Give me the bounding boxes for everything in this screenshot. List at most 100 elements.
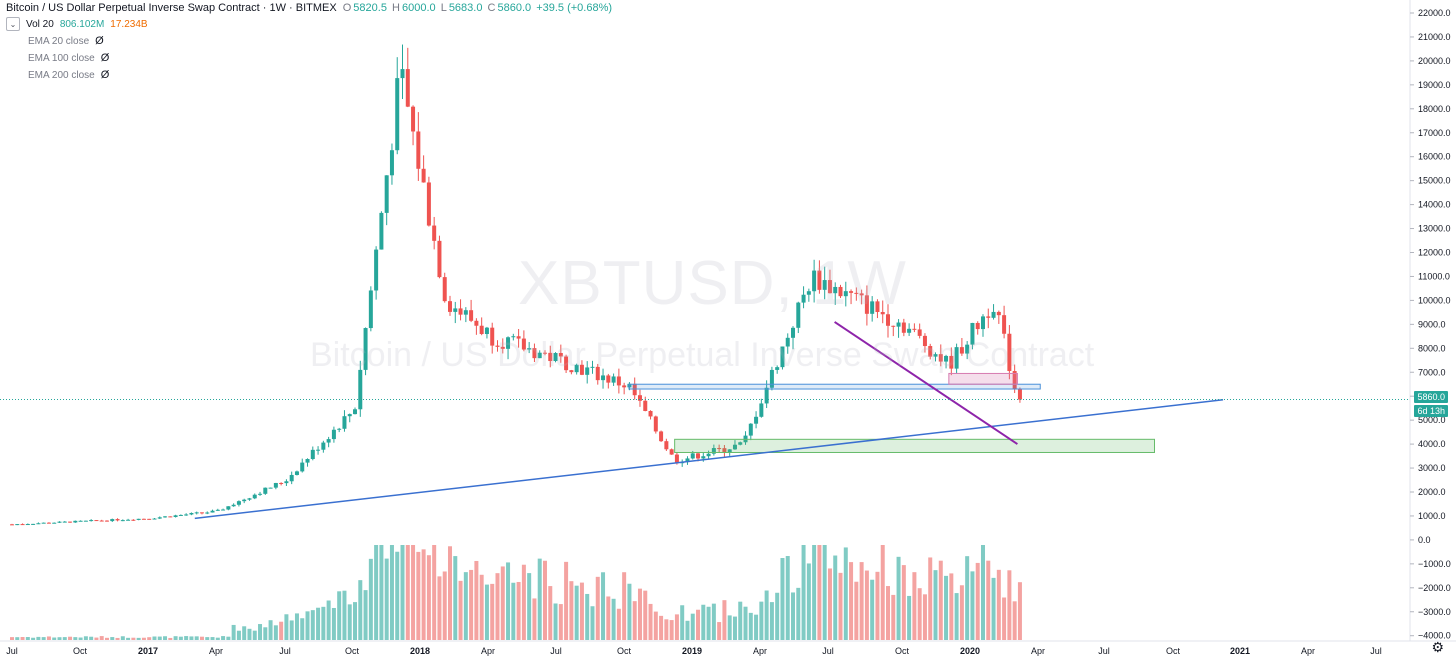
- volume-bar: [342, 590, 347, 640]
- hidden-eye-icon[interactable]: Ø: [95, 35, 104, 47]
- candle-body: [247, 498, 252, 500]
- candle-body: [437, 240, 442, 278]
- volume-bar: [389, 545, 394, 640]
- candle-body: [648, 410, 653, 417]
- candle-body: [833, 286, 838, 294]
- y-tick-label: 14000.0: [1418, 200, 1451, 210]
- volume-bar: [891, 594, 896, 640]
- volume-bar: [104, 637, 109, 640]
- volume-bar: [622, 572, 627, 640]
- x-tick-label: 2019: [682, 646, 702, 656]
- candle-body: [326, 439, 331, 443]
- volume-bar: [791, 592, 796, 640]
- volume-bar: [1007, 570, 1012, 640]
- volume-bar: [970, 571, 975, 640]
- volume-bar: [701, 604, 706, 640]
- volume-bar: [363, 590, 368, 640]
- candle-body: [711, 448, 716, 454]
- candle-body: [732, 444, 737, 450]
- volume-bar: [706, 606, 711, 640]
- volume-bar: [896, 556, 901, 640]
- volume-bar: [126, 637, 131, 640]
- ema20-row[interactable]: EMA 20 close Ø: [28, 34, 104, 48]
- x-tick-label: Jul: [1370, 646, 1382, 656]
- volume-bar: [606, 596, 611, 640]
- y-tick-label: −2000.0: [1418, 583, 1451, 593]
- candle-body: [521, 338, 526, 350]
- downtrend-line[interactable]: [834, 321, 1018, 445]
- volume-bar: [627, 583, 632, 640]
- ema100-label: EMA 100 close: [28, 52, 95, 64]
- volume-bar: [849, 562, 854, 640]
- candle-body: [822, 280, 827, 290]
- candle-body: [474, 320, 479, 326]
- candle-body: [511, 336, 516, 338]
- candle-body: [495, 345, 500, 347]
- volume-bar: [717, 622, 722, 640]
- volume-bar: [25, 637, 30, 640]
- volume-bar: [590, 606, 595, 640]
- candle-body: [843, 291, 848, 297]
- volume-bar: [448, 546, 453, 640]
- candle-body: [991, 311, 996, 318]
- volume-bar: [585, 593, 590, 640]
- ema200-row[interactable]: EMA 200 close Ø: [28, 68, 109, 82]
- volume-bar: [115, 637, 120, 640]
- volume-bar: [326, 600, 331, 640]
- candle-body: [20, 524, 25, 526]
- volume-bar: [300, 618, 305, 640]
- volume-bar: [199, 636, 204, 640]
- candle-body: [579, 364, 584, 375]
- volume-bar: [674, 614, 679, 640]
- volume-bar: [490, 583, 495, 640]
- candle-body: [806, 291, 811, 295]
- candle-body: [548, 352, 553, 362]
- candle-body: [331, 429, 336, 440]
- volume-bar: [263, 627, 268, 640]
- volume-bar: [806, 563, 811, 640]
- candle-body: [564, 356, 569, 371]
- volume-bar: [168, 637, 173, 640]
- candle-body: [601, 375, 606, 381]
- pink-zone[interactable]: [948, 372, 1018, 385]
- y-tick-label: 4000.0: [1418, 439, 1446, 449]
- volume-bar: [437, 576, 442, 640]
- candle-body: [57, 521, 62, 523]
- candle-body: [442, 277, 447, 302]
- hidden-eye-icon[interactable]: Ø: [100, 69, 110, 81]
- candle-body: [780, 346, 785, 368]
- high-value: 6000.0: [401, 2, 436, 14]
- candle-body: [996, 311, 1001, 316]
- ema100-row[interactable]: EMA 100 close Ø: [28, 51, 109, 65]
- volume-indicator-row[interactable]: ⌄ Vol 20 806.102M 17.234B: [6, 17, 148, 31]
- gear-icon[interactable]: ⚙: [1431, 639, 1444, 655]
- y-tick-label: 1000.0: [1418, 511, 1446, 521]
- volume-bar: [780, 558, 785, 640]
- resistance-zone[interactable]: [628, 383, 1041, 390]
- chart-title[interactable]: Bitcoin / US Dollar Perpetual Inverse Sw…: [6, 2, 337, 14]
- candle-body: [928, 346, 933, 357]
- collapse-indicators-button[interactable]: ⌄: [6, 17, 20, 31]
- volume-bar: [574, 585, 579, 640]
- volume-bar: [912, 572, 917, 640]
- candle-body: [738, 442, 743, 445]
- candle-body: [215, 509, 220, 511]
- volume-bar: [833, 555, 838, 640]
- volume-bar: [347, 604, 352, 640]
- volume-bar: [152, 636, 157, 640]
- volume-bar: [933, 570, 938, 640]
- x-tick-label: Apr: [1031, 646, 1045, 656]
- volume-bar: [859, 562, 864, 640]
- volume-bar: [527, 573, 532, 640]
- candle-body: [827, 280, 832, 294]
- volume-bar: [685, 620, 690, 640]
- support-zone[interactable]: [674, 438, 1156, 453]
- candle-body: [849, 291, 854, 293]
- volume-bar: [838, 572, 843, 640]
- hidden-eye-icon[interactable]: Ø: [100, 52, 110, 64]
- chart-header: Bitcoin / US Dollar Perpetual Inverse Sw…: [6, 0, 614, 16]
- long-trendline[interactable]: [194, 399, 1224, 520]
- volume-bar: [141, 637, 146, 640]
